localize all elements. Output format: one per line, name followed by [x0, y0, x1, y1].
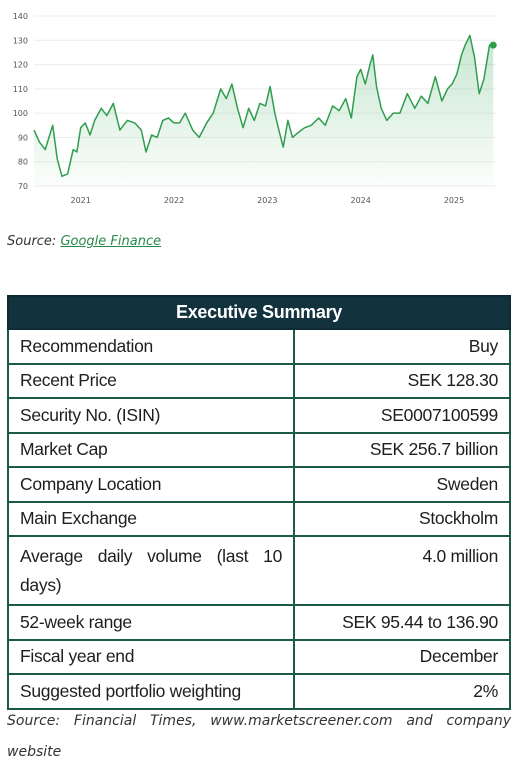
table-row: Suggested portfolio weighting 2% — [7, 673, 511, 710]
row-label: Fiscal year end — [7, 638, 295, 675]
x-tick-label: 2021 — [70, 196, 90, 205]
row-value: Buy — [293, 328, 511, 365]
table-row: Company Location Sweden — [7, 466, 511, 503]
y-axis-ticks: 70 80 90 100 110 120 130 140 — [13, 12, 28, 191]
y-tick-label: 140 — [13, 12, 28, 21]
table-row: Security No. (ISIN) SE0007100599 — [7, 397, 511, 434]
chart-source: Source: Google Finance — [7, 234, 161, 249]
row-value: Stockholm — [293, 500, 511, 537]
row-label: Recommendation — [7, 328, 295, 365]
row-value: December — [293, 638, 511, 675]
y-tick-label: 120 — [13, 61, 28, 70]
row-label: Suggested portfolio weighting — [7, 673, 295, 710]
y-tick-label: 70 — [18, 182, 28, 191]
y-tick-label: 110 — [13, 85, 28, 94]
y-tick-label: 80 — [18, 158, 28, 167]
table-row: Average daily volume (last 10 days) 4.0 … — [7, 535, 511, 606]
table-row: Recent Price SEK 128.30 — [7, 362, 511, 399]
row-label: Average daily volume (last 10 days) — [7, 535, 295, 606]
row-label: 52-week range — [7, 604, 295, 641]
row-value: SEK 95.44 to 136.90 — [293, 604, 511, 641]
y-tick-label: 90 — [18, 133, 28, 142]
table-row: Main Exchange Stockholm — [7, 500, 511, 537]
table-source: Source: Financial Times, www.marketscree… — [7, 713, 511, 760]
table-row: Recommendation Buy — [7, 328, 511, 365]
row-value: Sweden — [293, 466, 511, 503]
row-value: SEK 128.30 — [293, 362, 511, 399]
price-line — [33, 34, 494, 178]
y-tick-label: 100 — [13, 109, 28, 118]
x-axis-ticks: 2021 2022 2023 2024 2025 — [70, 196, 464, 205]
google-finance-link[interactable]: Google Finance — [60, 234, 162, 249]
x-tick-label: 2024 — [350, 196, 370, 205]
row-value: SEK 256.7 billion — [293, 431, 511, 468]
x-tick-label: 2025 — [444, 196, 464, 205]
row-value: 2% — [293, 673, 511, 710]
row-label: Company Location — [7, 466, 295, 503]
row-label: Security No. (ISIN) — [7, 397, 295, 434]
x-tick-label: 2023 — [257, 196, 277, 205]
row-label: Recent Price — [7, 362, 295, 399]
row-label: Main Exchange — [7, 500, 295, 537]
table-row: Fiscal year end December — [7, 638, 511, 675]
latest-price-marker — [489, 41, 497, 49]
price-area — [34, 35, 494, 187]
chart-source-prefix: Source: — [7, 234, 61, 249]
row-value: 4.0 million — [293, 535, 511, 606]
y-tick-label: 130 — [13, 36, 28, 45]
x-tick-label: 2022 — [164, 196, 184, 205]
table-row: Market Cap SEK 256.7 billion — [7, 431, 511, 468]
table-row: 52-week range SEK 95.44 to 136.90 — [7, 604, 511, 641]
row-label: Market Cap — [7, 431, 295, 468]
summary-title: Executive Summary — [7, 295, 511, 330]
row-value: SE0007100599 — [293, 397, 511, 434]
executive-summary-table: Executive Summary Recommendation Buy Rec… — [7, 295, 511, 710]
